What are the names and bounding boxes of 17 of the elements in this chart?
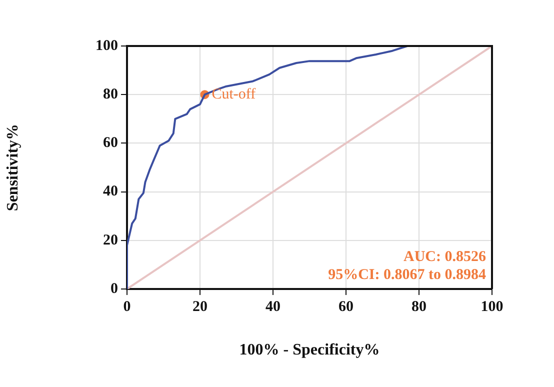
- x-axis-title: 100% - Specificity%: [239, 342, 380, 359]
- x-tick-label: 80: [412, 298, 426, 315]
- annotation: AUC: 0.8526: [404, 248, 486, 265]
- x-tick-label: 40: [266, 298, 280, 315]
- x-tick-label: 20: [192, 298, 208, 315]
- y-tick-label: 60: [103, 135, 118, 152]
- y-tick-label: 40: [103, 184, 118, 200]
- x-tick-label: 100: [480, 298, 504, 315]
- annotation: Cut-off: [212, 86, 256, 103]
- y-tick-label: 100: [96, 38, 118, 54]
- x-tick-label: 60: [338, 298, 354, 315]
- y-axis-title: Sensitivity%: [4, 124, 22, 212]
- y-tick-label: 0: [110, 280, 118, 297]
- annotation: 95%CI: 0.8067 to 0.8984: [328, 266, 486, 283]
- y-tick-label: 80: [103, 86, 118, 102]
- y-tick-label: 20: [103, 232, 118, 248]
- x-tick-label: 0: [123, 298, 131, 315]
